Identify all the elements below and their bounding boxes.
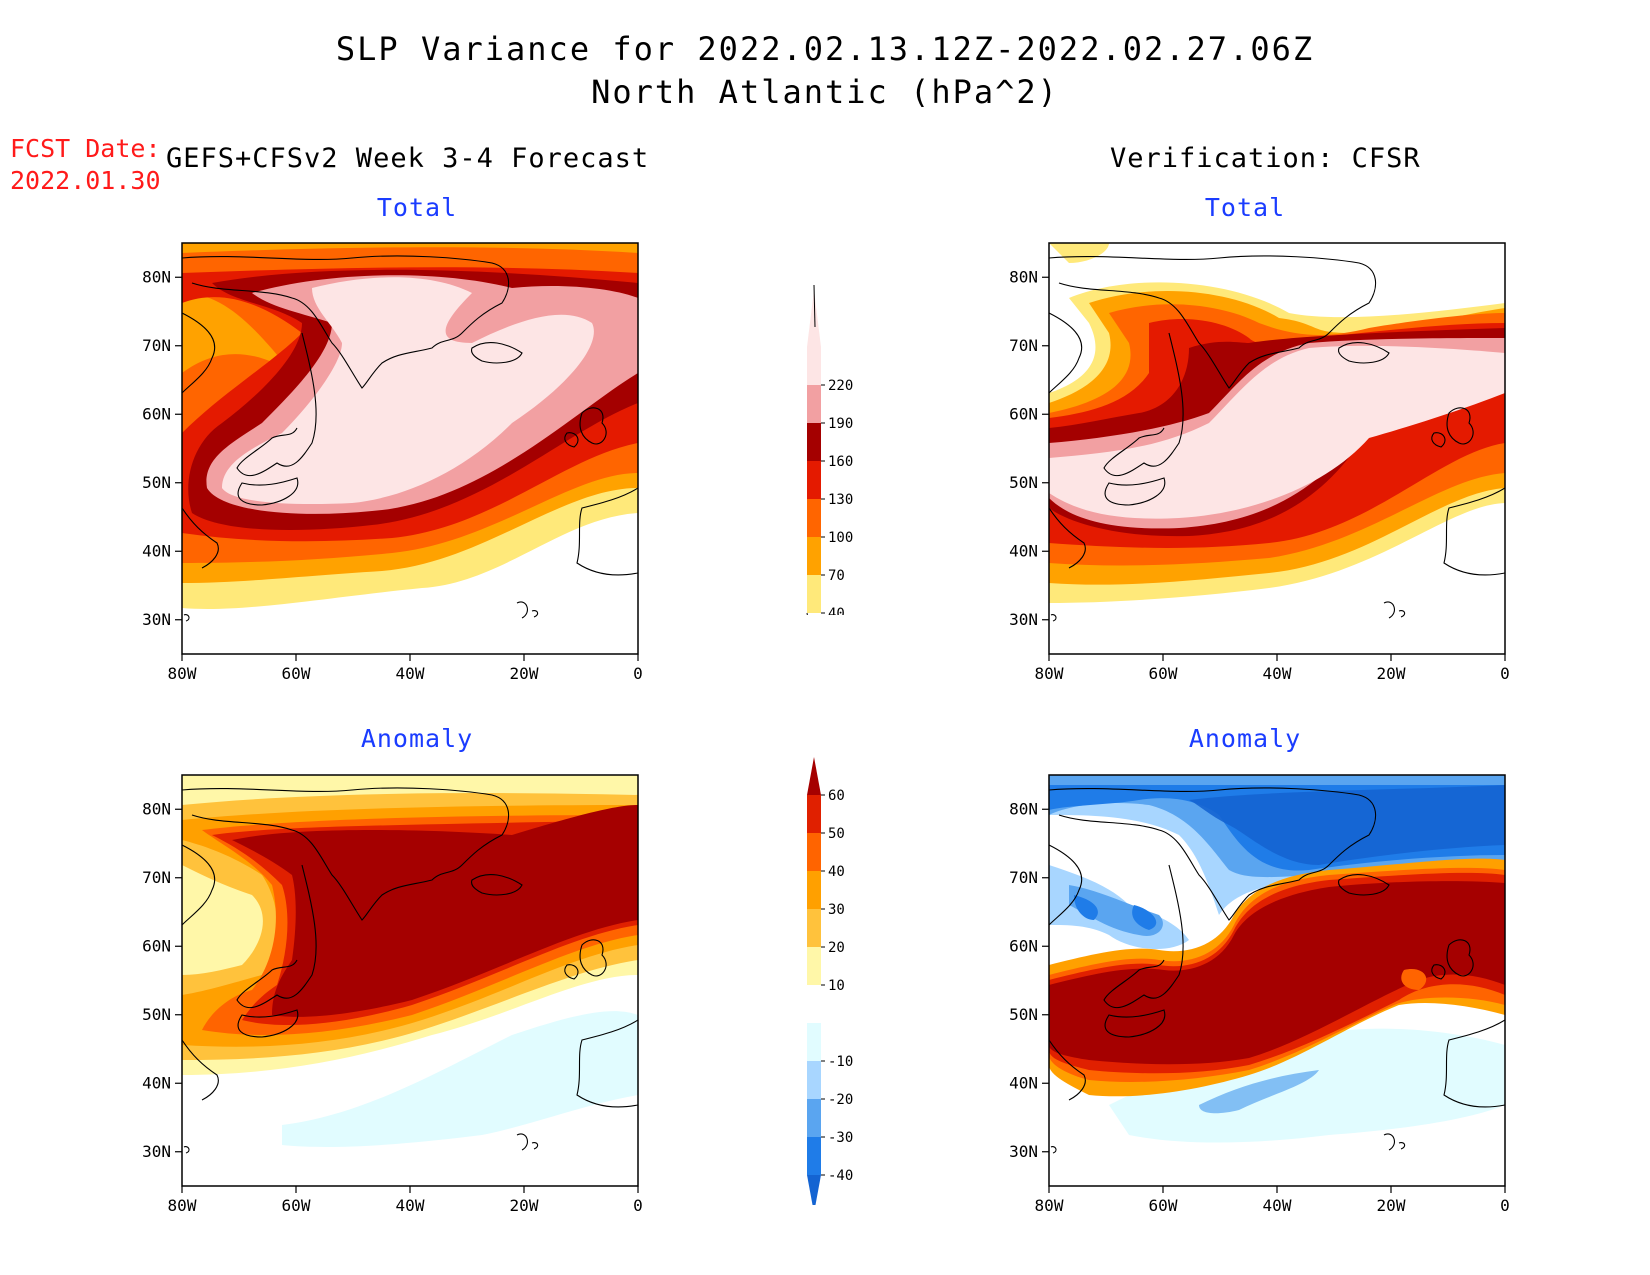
- colorbar-segment: [807, 871, 821, 909]
- lon-tick-label: 60W: [282, 664, 311, 683]
- colorbar-segment: [807, 833, 821, 871]
- total-colorbar: 40 70 100 130 160 190 220: [806, 285, 853, 615]
- lat-tick-label: 30N: [142, 610, 171, 629]
- main-title-line1: SLP Variance for 2022.02.13.12Z-2022.02.…: [335, 30, 1315, 68]
- lat-tick-label: 40N: [1009, 1073, 1038, 1092]
- lat-tick-label: 60N: [142, 404, 171, 423]
- colorbar-segment: [807, 909, 821, 947]
- lat-tick-label: 50N: [1009, 473, 1038, 492]
- lat-tick-label: 40N: [142, 541, 171, 560]
- colorbar-label: 40: [828, 864, 845, 880]
- colorbar-label: 60: [828, 788, 845, 804]
- colorbar-segment: [807, 1137, 821, 1175]
- colorbar-label: 40: [828, 606, 845, 615]
- colorbar-label: 190: [828, 416, 853, 432]
- forecast-anomaly-map: [181, 774, 639, 1187]
- colorbar-segment: [807, 1061, 821, 1099]
- lat-tick-label: 40N: [142, 1073, 171, 1092]
- colorbar-label: 220: [828, 378, 853, 394]
- lat-tick-label: 50N: [1009, 1005, 1038, 1024]
- lat-tick-label: 70N: [1009, 336, 1038, 355]
- lat-tick-label: 60N: [142, 936, 171, 955]
- lat-tick-label: 40N: [1009, 541, 1038, 560]
- colorbar-label: -40: [828, 1168, 853, 1184]
- colorbar-label: -30: [828, 1130, 853, 1146]
- lat-tick-label: 60N: [1009, 936, 1038, 955]
- verification-total-map: [1048, 242, 1506, 655]
- colorbar-label: 50: [828, 826, 845, 842]
- lon-tick-label: 20W: [1377, 1196, 1406, 1215]
- lon-tick-label: 0: [633, 1196, 643, 1215]
- lon-tick-label: 0: [1500, 664, 1510, 683]
- colorbar-label: 10: [828, 978, 845, 994]
- lat-tick-label: 50N: [142, 1005, 171, 1024]
- colorbar-segment: [807, 1023, 821, 1061]
- lat-tick-label: 30N: [1009, 1142, 1038, 1161]
- colorbar-label: 70: [828, 568, 845, 584]
- colorbar-segment: [807, 1099, 821, 1137]
- lon-tick-label: 0: [633, 664, 643, 683]
- lat-tick-label: 80N: [142, 799, 171, 818]
- verification-total-title: Total: [1204, 193, 1286, 222]
- colorbar-segment: [807, 947, 821, 985]
- lon-tick-label: 60W: [282, 1196, 311, 1215]
- verification-anomaly-map: [1048, 774, 1506, 1187]
- colorbar-segment: [807, 461, 821, 499]
- colorbar-segment: [807, 757, 821, 795]
- lat-tick-label: 70N: [142, 868, 171, 887]
- colorbar-label: 130: [828, 492, 853, 508]
- colorbar-segment: [807, 290, 821, 385]
- colorbar-label: 30: [828, 902, 845, 918]
- colorbar-segment: [807, 1175, 821, 1205]
- colorbar-label: 20: [828, 940, 845, 956]
- lon-tick-label: 40W: [1263, 1196, 1292, 1215]
- lat-tick-label: 30N: [1009, 610, 1038, 629]
- forecast-anomaly-title: Anomaly: [360, 724, 474, 753]
- colorbar-segment: [807, 537, 821, 575]
- lat-tick-label: 80N: [142, 267, 171, 286]
- colorbar-label: 160: [828, 454, 853, 470]
- lat-tick-label: 70N: [1009, 868, 1038, 887]
- main-title-line2: North Atlantic (hPa^2): [591, 73, 1059, 111]
- lon-tick-label: 40W: [1263, 664, 1292, 683]
- colorbar-label: -10: [828, 1054, 853, 1070]
- fcst-date-label: FCST Date:: [10, 134, 161, 163]
- colorbar-label: -20: [828, 1092, 853, 1108]
- lon-tick-label: 0: [1500, 1196, 1510, 1215]
- lon-tick-label: 20W: [1377, 664, 1406, 683]
- verification-column-title: Verification: CFSR: [1110, 143, 1421, 174]
- lat-tick-label: 70N: [142, 336, 171, 355]
- lon-tick-label: 60W: [1149, 664, 1178, 683]
- colorbar-label: 100: [828, 530, 853, 546]
- lon-tick-label: 80W: [1035, 664, 1064, 683]
- forecast-total-title: Total: [376, 193, 458, 222]
- lat-tick-label: 80N: [1009, 267, 1038, 286]
- anomaly-colorbar: -40 -30 -20 -10 10 20 30 40 50 60: [807, 757, 853, 1205]
- lon-tick-label: 20W: [510, 1196, 539, 1215]
- lon-tick-label: 40W: [396, 664, 425, 683]
- lon-tick-label: 40W: [396, 1196, 425, 1215]
- lon-tick-label: 60W: [1149, 1196, 1178, 1215]
- lat-tick-label: 50N: [142, 473, 171, 492]
- verification-anomaly-title: Anomaly: [1188, 724, 1302, 753]
- lon-tick-label: 80W: [168, 664, 197, 683]
- colorbar-segment: [807, 499, 821, 537]
- colorbar-tip-line: [813, 285, 816, 328]
- colorbar-tail-line: [806, 612, 808, 615]
- forecast-total-map: [181, 242, 639, 655]
- lat-tick-label: 30N: [142, 1142, 171, 1161]
- fcst-date-value: 2022.01.30: [10, 166, 161, 195]
- colorbar-segment: [807, 575, 821, 613]
- colorbar-segment: [807, 985, 821, 1023]
- forecast-column-title: GEFS+CFSv2 Week 3-4 Forecast: [166, 143, 650, 174]
- lon-tick-label: 80W: [168, 1196, 197, 1215]
- lat-tick-label: 80N: [1009, 799, 1038, 818]
- colorbar-segment: [807, 795, 821, 833]
- lon-tick-label: 80W: [1035, 1196, 1064, 1215]
- lat-tick-label: 60N: [1009, 404, 1038, 423]
- colorbar-segment: [807, 423, 821, 461]
- lon-tick-label: 20W: [510, 664, 539, 683]
- colorbar-segment: [807, 385, 821, 423]
